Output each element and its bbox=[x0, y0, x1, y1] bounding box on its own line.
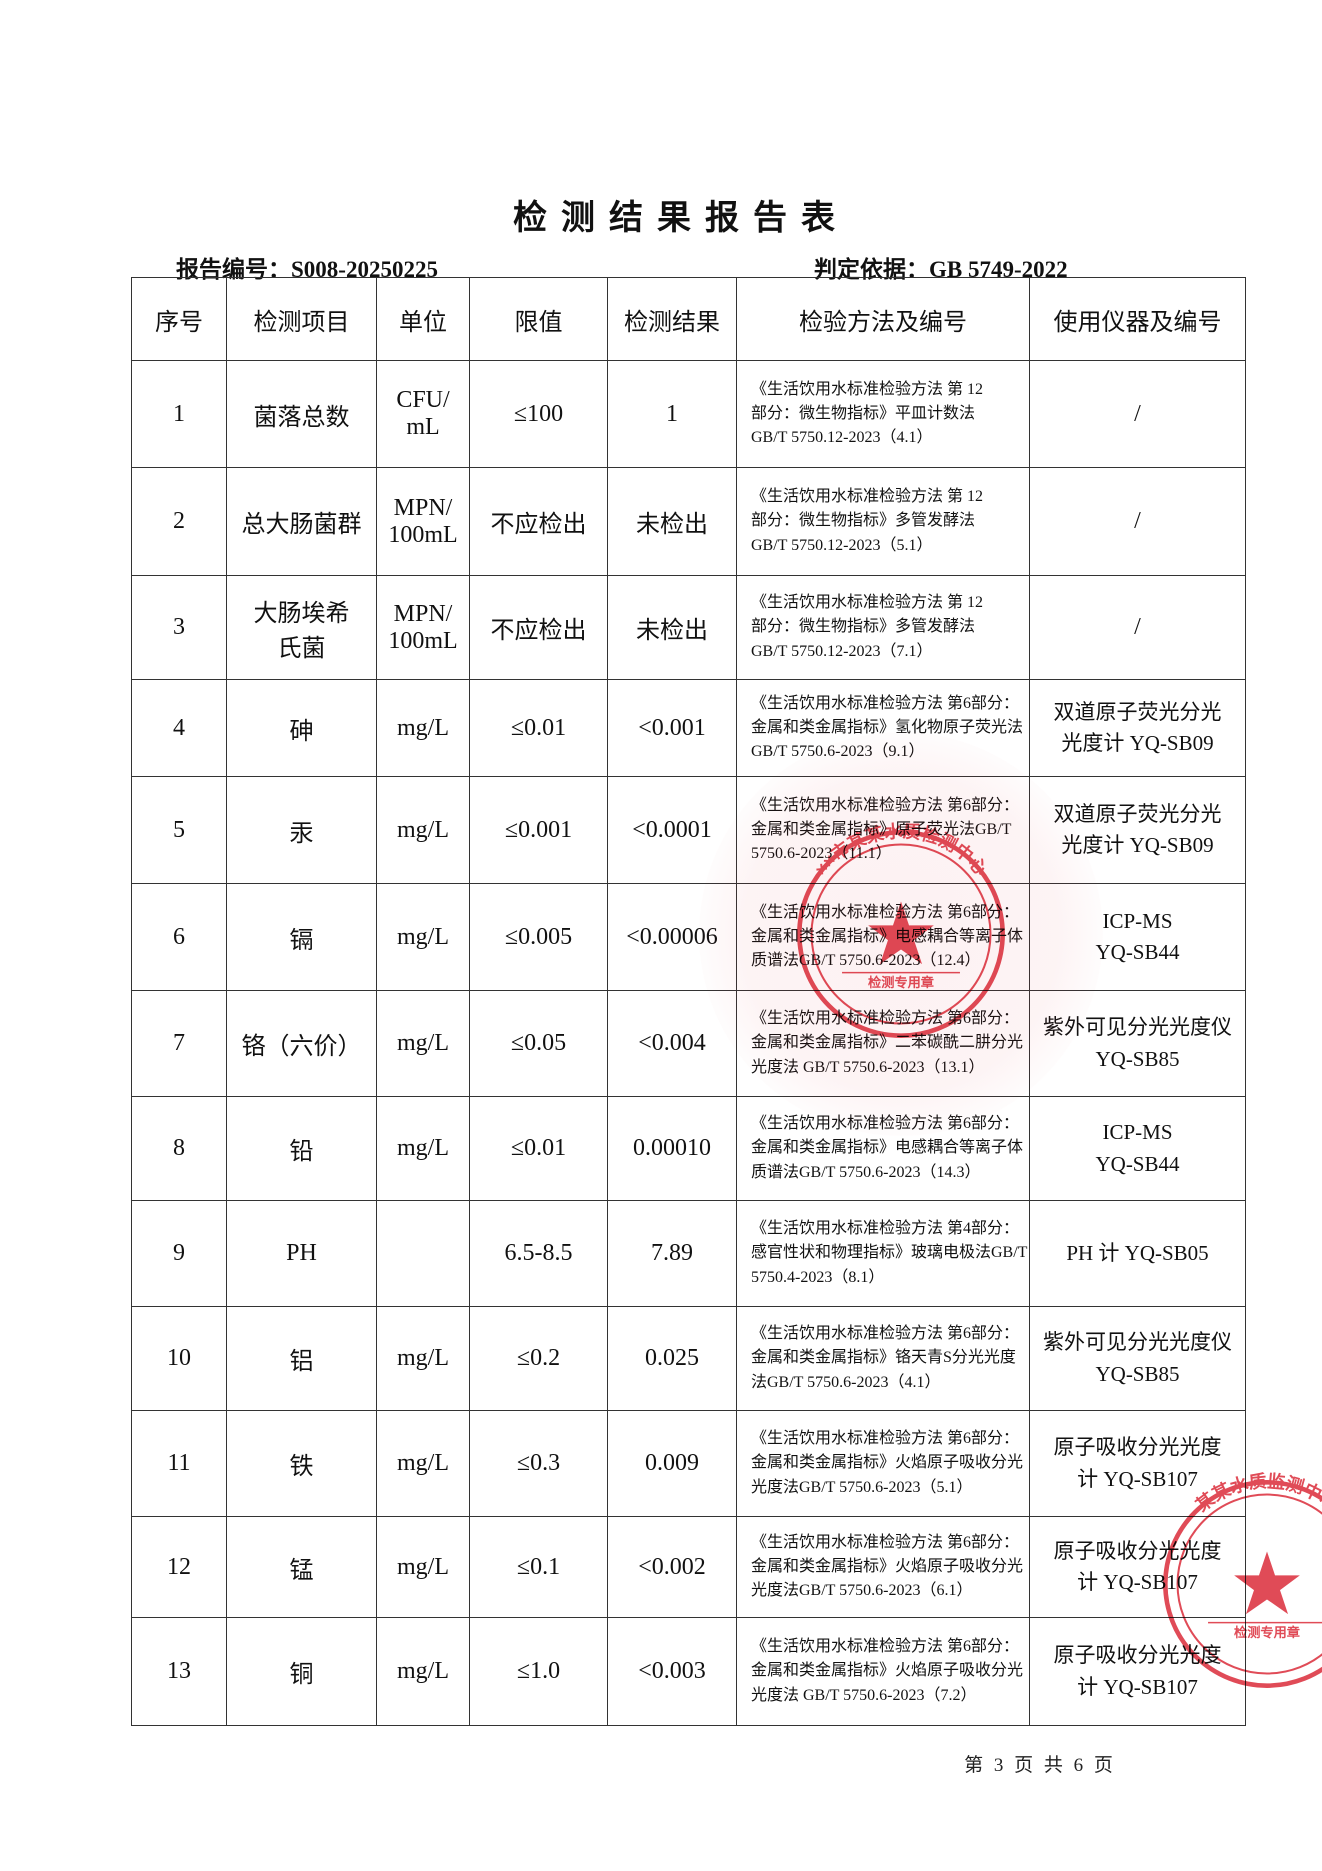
svg-text:某某水质监测中心: 某某水质监测中心 bbox=[1192, 1470, 1322, 1515]
svg-text:检测专用章: 检测专用章 bbox=[1234, 1624, 1300, 1640]
svg-text:检测专用章: 检测专用章 bbox=[868, 974, 934, 990]
